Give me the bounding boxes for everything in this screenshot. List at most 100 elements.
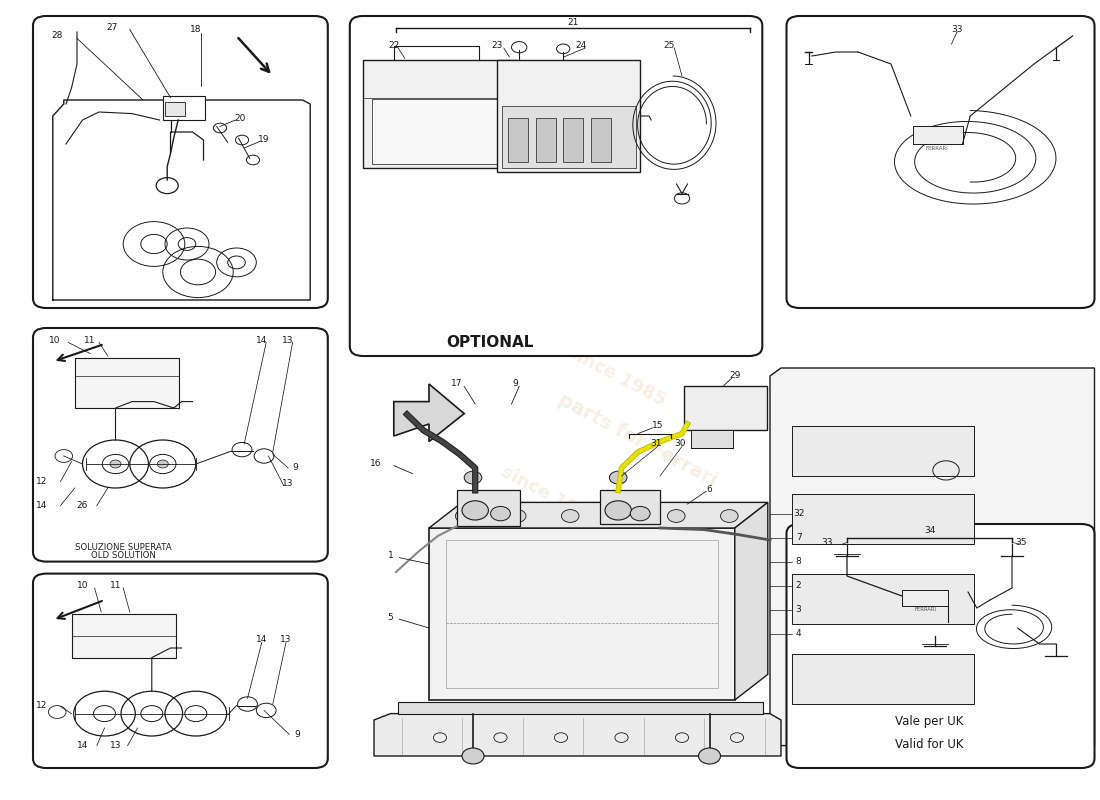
Circle shape	[462, 501, 488, 520]
Text: 8: 8	[795, 557, 802, 566]
Text: 20: 20	[234, 114, 245, 123]
Text: 11: 11	[85, 335, 96, 345]
Circle shape	[720, 510, 738, 522]
Text: 33: 33	[822, 538, 833, 547]
Text: 9: 9	[292, 463, 298, 473]
Bar	[792, 574, 974, 624]
Bar	[363, 60, 517, 168]
Circle shape	[110, 460, 121, 468]
Text: 10: 10	[50, 335, 60, 345]
Text: 29: 29	[729, 371, 740, 381]
Text: 26: 26	[77, 501, 88, 510]
Circle shape	[462, 748, 484, 764]
Text: parts for Ferrari: parts for Ferrari	[468, 254, 632, 354]
Bar	[792, 654, 974, 704]
Text: 22: 22	[388, 41, 399, 50]
Bar	[429, 528, 735, 700]
Text: Valid for UK: Valid for UK	[895, 738, 964, 750]
Text: 13: 13	[283, 479, 294, 489]
Circle shape	[561, 510, 579, 522]
Circle shape	[630, 506, 650, 521]
Bar	[563, 118, 583, 162]
Text: 1: 1	[387, 551, 394, 561]
Bar	[691, 430, 733, 448]
Bar	[600, 490, 660, 524]
Circle shape	[698, 748, 720, 764]
Bar	[165, 102, 185, 116]
Bar	[372, 99, 508, 164]
Text: 15: 15	[652, 421, 663, 430]
Text: 34: 34	[924, 526, 935, 535]
Text: since 1985: since 1985	[498, 462, 602, 530]
Text: 21: 21	[568, 18, 579, 27]
Text: 16: 16	[371, 459, 382, 469]
Text: 12: 12	[36, 701, 47, 710]
Text: 13: 13	[283, 335, 294, 345]
Text: 28: 28	[52, 31, 63, 41]
Text: 12: 12	[36, 477, 47, 486]
Bar	[792, 494, 974, 544]
Circle shape	[615, 510, 632, 522]
FancyBboxPatch shape	[786, 16, 1094, 308]
FancyBboxPatch shape	[350, 16, 762, 356]
Circle shape	[157, 460, 168, 468]
Text: 7: 7	[795, 533, 802, 542]
Circle shape	[464, 471, 482, 484]
Text: 6: 6	[706, 485, 713, 494]
Bar	[72, 614, 176, 658]
Bar	[75, 358, 179, 408]
Circle shape	[491, 506, 510, 521]
Polygon shape	[394, 384, 464, 442]
Polygon shape	[374, 714, 781, 756]
Text: 10: 10	[77, 581, 88, 590]
Text: 35: 35	[1015, 538, 1026, 547]
Text: SOLUZIONE SUPERATA: SOLUZIONE SUPERATA	[75, 543, 172, 553]
Bar	[163, 96, 205, 120]
Text: 13: 13	[110, 741, 121, 750]
FancyBboxPatch shape	[33, 328, 328, 562]
Bar	[536, 118, 556, 162]
Text: 27: 27	[107, 23, 118, 33]
Text: parts for Ferrari: parts for Ferrari	[446, 510, 611, 610]
Circle shape	[605, 501, 631, 520]
Text: 14: 14	[256, 635, 267, 645]
Text: 14: 14	[36, 501, 47, 510]
Text: 25: 25	[663, 41, 674, 50]
Text: 3: 3	[795, 605, 802, 614]
Text: 14: 14	[77, 741, 88, 750]
Text: 2: 2	[795, 581, 802, 590]
Text: parts for Ferrari: parts for Ferrari	[556, 390, 720, 490]
Text: 11: 11	[110, 581, 121, 590]
Circle shape	[668, 510, 685, 522]
FancyBboxPatch shape	[33, 574, 328, 768]
Text: 18: 18	[190, 25, 201, 34]
FancyBboxPatch shape	[33, 16, 328, 308]
Text: 24: 24	[575, 41, 586, 50]
Text: OLD SOLUTION: OLD SOLUTION	[91, 551, 155, 561]
Circle shape	[508, 510, 526, 522]
Text: 9: 9	[512, 379, 518, 389]
Text: 19: 19	[258, 135, 270, 145]
Bar	[913, 126, 962, 144]
Text: since 1985: since 1985	[564, 342, 668, 410]
Text: FERRARI: FERRARI	[914, 607, 936, 612]
Text: 33: 33	[952, 25, 962, 34]
Text: 30: 30	[674, 439, 685, 449]
Circle shape	[455, 510, 473, 522]
Bar	[497, 60, 640, 172]
Text: Vale per UK: Vale per UK	[895, 715, 964, 728]
Polygon shape	[429, 502, 768, 528]
Bar	[792, 426, 974, 476]
Bar	[508, 118, 528, 162]
Text: 4: 4	[795, 629, 802, 638]
Text: 14: 14	[256, 335, 267, 345]
Bar	[684, 386, 767, 430]
Bar	[591, 118, 611, 162]
Bar	[398, 702, 763, 714]
Text: 9: 9	[294, 730, 300, 739]
Text: 17: 17	[451, 379, 462, 389]
Bar	[446, 540, 718, 688]
FancyBboxPatch shape	[786, 524, 1094, 768]
Bar	[502, 106, 636, 168]
Polygon shape	[735, 502, 768, 700]
